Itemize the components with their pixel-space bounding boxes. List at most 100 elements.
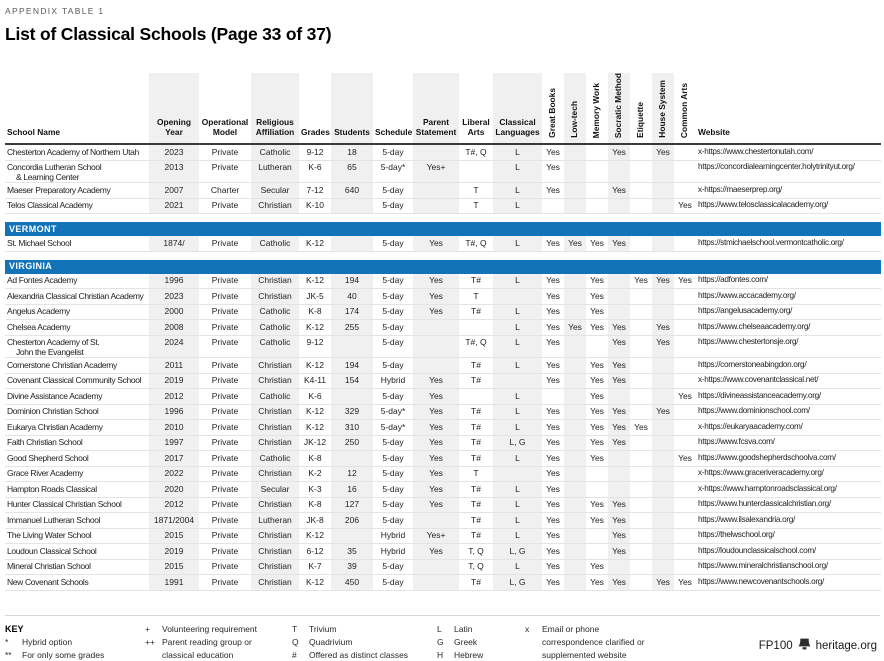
col-header-school-name: School Name	[5, 73, 149, 146]
school-row: Faith Christian School 1997 Private Christi…	[5, 435, 881, 452]
cell-religious-affiliation: Lutheran	[251, 512, 299, 529]
cell-grades: 9-12	[299, 144, 331, 161]
col-header-students: Students	[331, 73, 373, 146]
school-row: Hunter Classical Christian School 2012 Pri…	[5, 497, 881, 514]
cell-grades: K-2	[299, 466, 331, 483]
cell-school-name: Loudoun Classical School	[5, 543, 149, 560]
school-row: Immanuel Lutheran School 1871/2004 Private…	[5, 512, 881, 529]
cell-students	[331, 388, 373, 405]
cell-common-arts	[674, 288, 696, 305]
cell-classical-languages: L	[493, 404, 542, 421]
cell-website: https://www.newcovenantschools.org/	[696, 574, 881, 591]
cell-website: x-https://www.chestertonutah.com/	[696, 144, 881, 161]
cell-operational-model: Private	[199, 144, 251, 161]
cell-website: https://www.chestertonsje.org/	[696, 335, 881, 359]
cell-socratic-method	[608, 273, 630, 290]
page-footer: FP100 heritage.org	[759, 638, 877, 653]
cell-great-books	[542, 388, 564, 405]
cell-memory-work: Yes	[586, 404, 608, 421]
cell-operational-model: Private	[199, 236, 251, 252]
cell-school-name: Chelsea Academy	[5, 319, 149, 336]
cell-socratic-method	[608, 450, 630, 467]
cell-website: https://cornerstoneabingdon.org/	[696, 357, 881, 374]
cell-religious-affiliation: Christian	[251, 373, 299, 390]
key-description: Email or phone correspondence clarified …	[542, 623, 645, 660]
cell-religious-affiliation: Catholic	[251, 450, 299, 467]
cell-operational-model: Private	[199, 497, 251, 514]
cell-operational-model: Private	[199, 373, 251, 390]
page-title: List of Classical Schools (Page 33 of 37…	[5, 24, 332, 44]
cell-school-name: The Living Water School	[5, 528, 149, 545]
cell-etiquette	[630, 319, 652, 336]
cell-website: https://divineassistanceacademy.org/	[696, 388, 881, 405]
cell-low-tech	[564, 559, 586, 576]
cell-socratic-method	[608, 481, 630, 498]
cell-religious-affiliation: Catholic	[251, 319, 299, 336]
cell-parent-statement: Yes	[413, 273, 459, 290]
key-symbol: Q	[292, 636, 299, 647]
cell-opening-year: 1996	[149, 273, 199, 290]
cell-schedule: 5-day	[373, 182, 413, 199]
cell-parent-statement: Yes	[413, 466, 459, 483]
cell-website: https://www.dominionschool.com/	[696, 404, 881, 421]
cell-opening-year: 2011	[149, 357, 199, 374]
cell-low-tech: Yes	[564, 236, 586, 252]
cell-great-books: Yes	[542, 319, 564, 336]
cell-classical-languages: L	[493, 528, 542, 545]
cell-school-name: Maeser Preparatory Academy	[5, 182, 149, 199]
heritage-bell-logo-icon	[798, 638, 811, 653]
key-symbol: #	[292, 649, 297, 660]
cell-etiquette	[630, 182, 652, 199]
col-header-opening-year: Opening Year	[149, 73, 199, 146]
cell-website: https://www.chelseaacademy.org/	[696, 319, 881, 336]
cell-great-books: Yes	[542, 435, 564, 452]
cell-memory-work	[586, 144, 608, 161]
col-header-house-system: House System	[652, 73, 674, 146]
cell-classical-languages: L, G	[493, 574, 542, 591]
cell-students: 310	[331, 419, 373, 436]
cell-low-tech	[564, 373, 586, 390]
cell-parent-statement	[413, 559, 459, 576]
cell-socratic-method: Yes	[608, 528, 630, 545]
cell-schedule: Hybrid	[373, 543, 413, 560]
cell-parent-statement: Yes	[413, 388, 459, 405]
key-symbol: T	[292, 623, 298, 634]
state-section-bar: VERMONT	[5, 222, 881, 237]
cell-operational-model: Private	[199, 160, 251, 184]
cell-memory-work	[586, 466, 608, 483]
cell-memory-work	[586, 335, 608, 359]
cell-socratic-method	[608, 160, 630, 184]
cell-school-name: Alexandria Classical Christian Academy	[5, 288, 149, 305]
cell-classical-languages: L	[493, 357, 542, 374]
cell-socratic-method: Yes	[608, 574, 630, 591]
key-symbol: H	[437, 649, 444, 660]
cell-classical-languages	[493, 373, 542, 390]
cell-classical-languages: L, G	[493, 435, 542, 452]
cell-liberal-arts: T#	[459, 404, 493, 421]
cell-socratic-method: Yes	[608, 497, 630, 514]
cell-students: 255	[331, 319, 373, 336]
cell-parent-statement	[413, 144, 459, 161]
cell-memory-work	[586, 528, 608, 545]
cell-liberal-arts	[459, 388, 493, 405]
cell-memory-work: Yes	[586, 288, 608, 305]
cell-school-name: Faith Christian School	[5, 435, 149, 452]
cell-liberal-arts: T#, Q	[459, 144, 493, 161]
cell-grades: K-12	[299, 319, 331, 336]
cell-house-system	[652, 543, 674, 560]
cell-house-system	[652, 466, 674, 483]
cell-memory-work: Yes	[586, 236, 608, 252]
school-row: Chesterton Academy of St. John the Evange…	[5, 335, 881, 359]
cell-house-system	[652, 160, 674, 184]
cell-etiquette	[630, 388, 652, 405]
key-description: Parent reading group or classical educat…	[162, 636, 252, 660]
cell-liberal-arts	[459, 160, 493, 184]
cell-grades: JK-8	[299, 512, 331, 529]
cell-students: 206	[331, 512, 373, 529]
cell-opening-year: 2017	[149, 450, 199, 467]
cell-liberal-arts: T#	[459, 574, 493, 591]
cell-low-tech	[564, 481, 586, 498]
cell-grades: 7-12	[299, 182, 331, 199]
cell-house-system	[652, 182, 674, 199]
cell-memory-work: Yes	[586, 357, 608, 374]
